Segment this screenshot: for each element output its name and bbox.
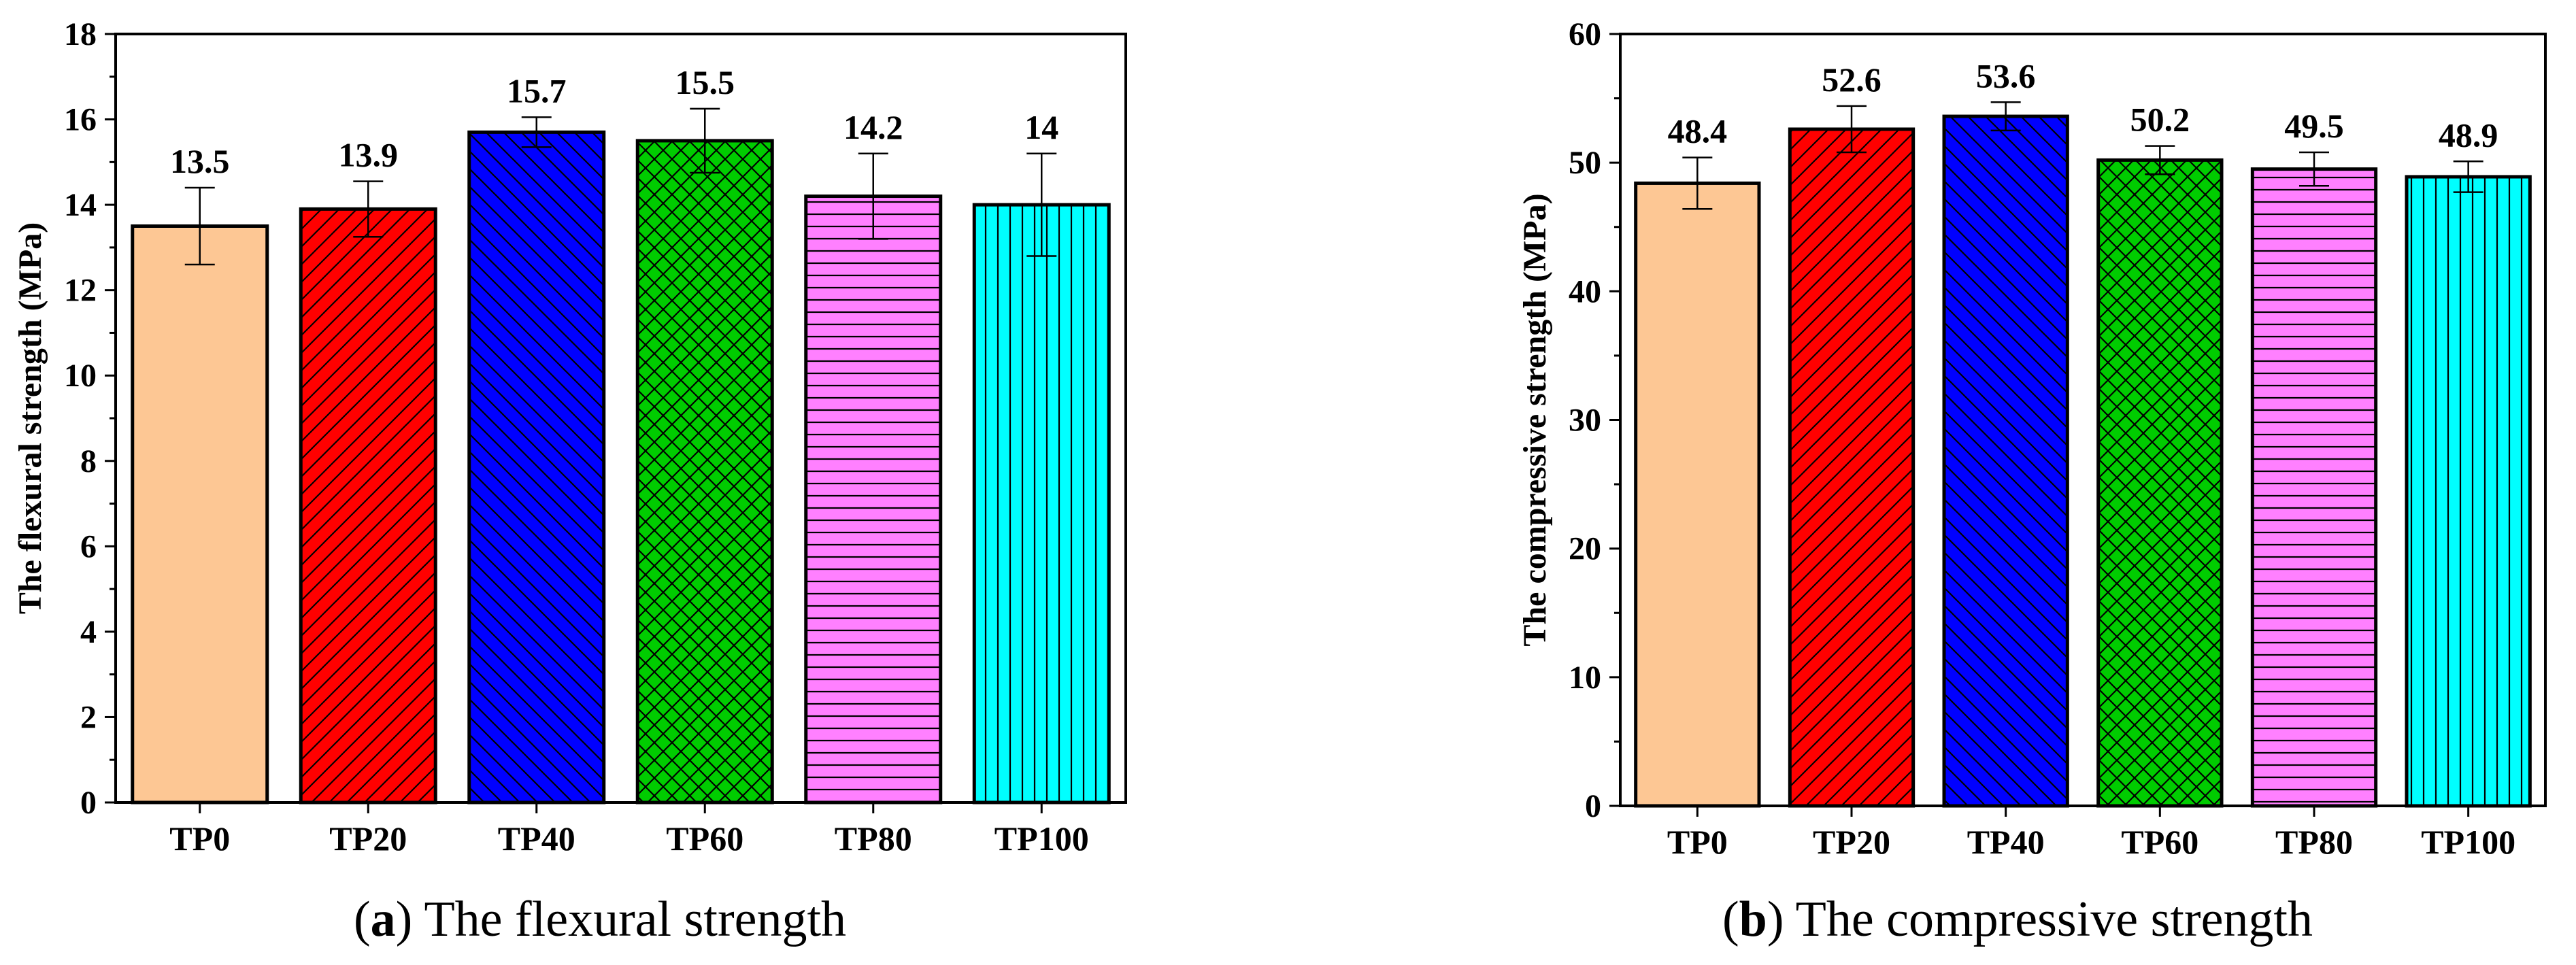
error-bar-tp40 bbox=[521, 116, 552, 148]
x-tick-label-tp100: TP100 bbox=[994, 819, 1089, 858]
bar-tp100 bbox=[2405, 175, 2532, 808]
bar-tp0 bbox=[131, 224, 269, 805]
x-tick-label-tp0: TP0 bbox=[1667, 823, 1728, 861]
y-axis-label: The flexural strength (MPa) bbox=[12, 222, 48, 614]
value-label-tp20: 52.6 bbox=[1822, 61, 1881, 99]
y-tick-label: 30 bbox=[1569, 403, 1601, 439]
caption-a-letter: a bbox=[370, 892, 396, 947]
bar-tp100 bbox=[972, 203, 1111, 805]
y-tick-label: 4 bbox=[80, 614, 97, 650]
x-tick-label-tp20: TP20 bbox=[1813, 823, 1890, 861]
y-tick-label: 0 bbox=[80, 785, 97, 821]
x-tick-label-tp40: TP40 bbox=[498, 819, 575, 858]
value-label-tp100: 48.9 bbox=[2439, 116, 2498, 154]
caption-a-text: The flexural strength bbox=[424, 892, 847, 947]
y-tick-label: 10 bbox=[1569, 660, 1601, 696]
x-tick-label-tp0: TP0 bbox=[169, 819, 230, 858]
bar-tp60 bbox=[635, 139, 774, 805]
value-label-tp40: 15.7 bbox=[507, 71, 567, 109]
caption-a: (a) The flexural strength bbox=[354, 892, 847, 947]
bar-tp20 bbox=[299, 207, 437, 805]
error-bar-tp80 bbox=[858, 152, 888, 240]
bar-tp20 bbox=[1788, 127, 1916, 808]
caption-b-letter: b bbox=[1739, 892, 1767, 947]
compressive-strength-panel: 0 10 20 30 40 50 60 48.4 TP0 52.6 TP20 53.6 TP40 50.2… bbox=[1462, 0, 2576, 965]
bar-tp80 bbox=[804, 194, 943, 805]
y-tick-label: 8 bbox=[80, 443, 97, 479]
y-tick-label: 6 bbox=[80, 528, 97, 564]
y-tick-label: 40 bbox=[1569, 273, 1601, 309]
value-label-tp0: 48.4 bbox=[1668, 112, 1728, 150]
x-tick-label-tp80: TP80 bbox=[2275, 823, 2353, 861]
y-tick-label: 2 bbox=[80, 699, 97, 735]
flexural-strength-chart: 0 2 4 6 8 10 12 14 16 18 13.5 TP0 13.9 TP20 15.7 TP40 15… bbox=[12, 16, 1127, 858]
value-label-tp60: 15.5 bbox=[675, 63, 735, 101]
y-tick-label: 20 bbox=[1569, 531, 1601, 567]
value-label-tp0: 13.5 bbox=[170, 142, 230, 180]
error-bar-tp100 bbox=[2453, 160, 2483, 193]
error-bar-tp60 bbox=[2145, 145, 2175, 175]
bar-tp40 bbox=[1942, 114, 2069, 808]
flexural-strength-panel: 0 2 4 6 8 10 12 14 16 18 13.5 TP0 13.9 TP20 15.7 TP40 15… bbox=[12, 16, 1127, 947]
error-bar-tp0 bbox=[184, 186, 215, 266]
y-tick-label: 18 bbox=[64, 16, 97, 52]
value-label-tp40: 53.6 bbox=[1976, 56, 2036, 95]
x-tick-label-tp80: TP80 bbox=[835, 819, 912, 858]
x-tick-label-tp60: TP60 bbox=[2121, 823, 2198, 861]
plot-frame bbox=[114, 33, 1127, 804]
y-tick-label: 14 bbox=[64, 187, 97, 223]
bar-tp40 bbox=[467, 130, 606, 805]
bar-tp80 bbox=[2250, 167, 2378, 808]
y-axis-label: The compressive strength (MPa) bbox=[1517, 193, 1553, 646]
x-tick-label-tp60: TP60 bbox=[666, 819, 743, 858]
bar-tp60 bbox=[2096, 158, 2224, 808]
value-label-tp60: 50.2 bbox=[2130, 101, 2190, 139]
error-bar-tp100 bbox=[1026, 152, 1057, 257]
plot-frame bbox=[1619, 33, 2547, 807]
caption-b-text: The compressive strength bbox=[1795, 892, 2313, 947]
y-tick-label: 10 bbox=[64, 358, 97, 394]
y-tick-label: 60 bbox=[1569, 16, 1601, 52]
error-bar-tp20 bbox=[353, 180, 384, 238]
compressive-strength-chart: 0 10 20 30 40 50 60 48.4 TP0 52.6 TP20 53.6 TP40 50.2… bbox=[1517, 16, 2547, 861]
error-bar-tp40 bbox=[1990, 101, 2021, 132]
caption-b: (b) The compressive strength bbox=[1722, 892, 2313, 947]
x-tick-label-tp40: TP40 bbox=[1967, 823, 2045, 861]
bar-tp0 bbox=[1634, 181, 1761, 808]
x-tick-label-tp100: TP100 bbox=[2421, 823, 2515, 861]
value-label-tp80: 49.5 bbox=[2284, 107, 2344, 145]
x-tick-label-tp20: TP20 bbox=[329, 819, 407, 858]
y-tick-label: 0 bbox=[1585, 788, 1601, 824]
error-bar-tp60 bbox=[690, 107, 720, 174]
value-label-tp20: 13.9 bbox=[339, 136, 399, 174]
value-label-tp100: 14 bbox=[1024, 108, 1058, 146]
value-label-tp80: 14.2 bbox=[843, 108, 903, 146]
y-tick-label: 12 bbox=[64, 273, 97, 309]
y-tick-label: 16 bbox=[64, 102, 97, 138]
error-bar-tp0 bbox=[1682, 156, 1713, 210]
error-bar-tp20 bbox=[1837, 105, 1867, 154]
y-tick-label: 50 bbox=[1569, 145, 1601, 181]
error-bar-tp80 bbox=[2299, 151, 2329, 187]
